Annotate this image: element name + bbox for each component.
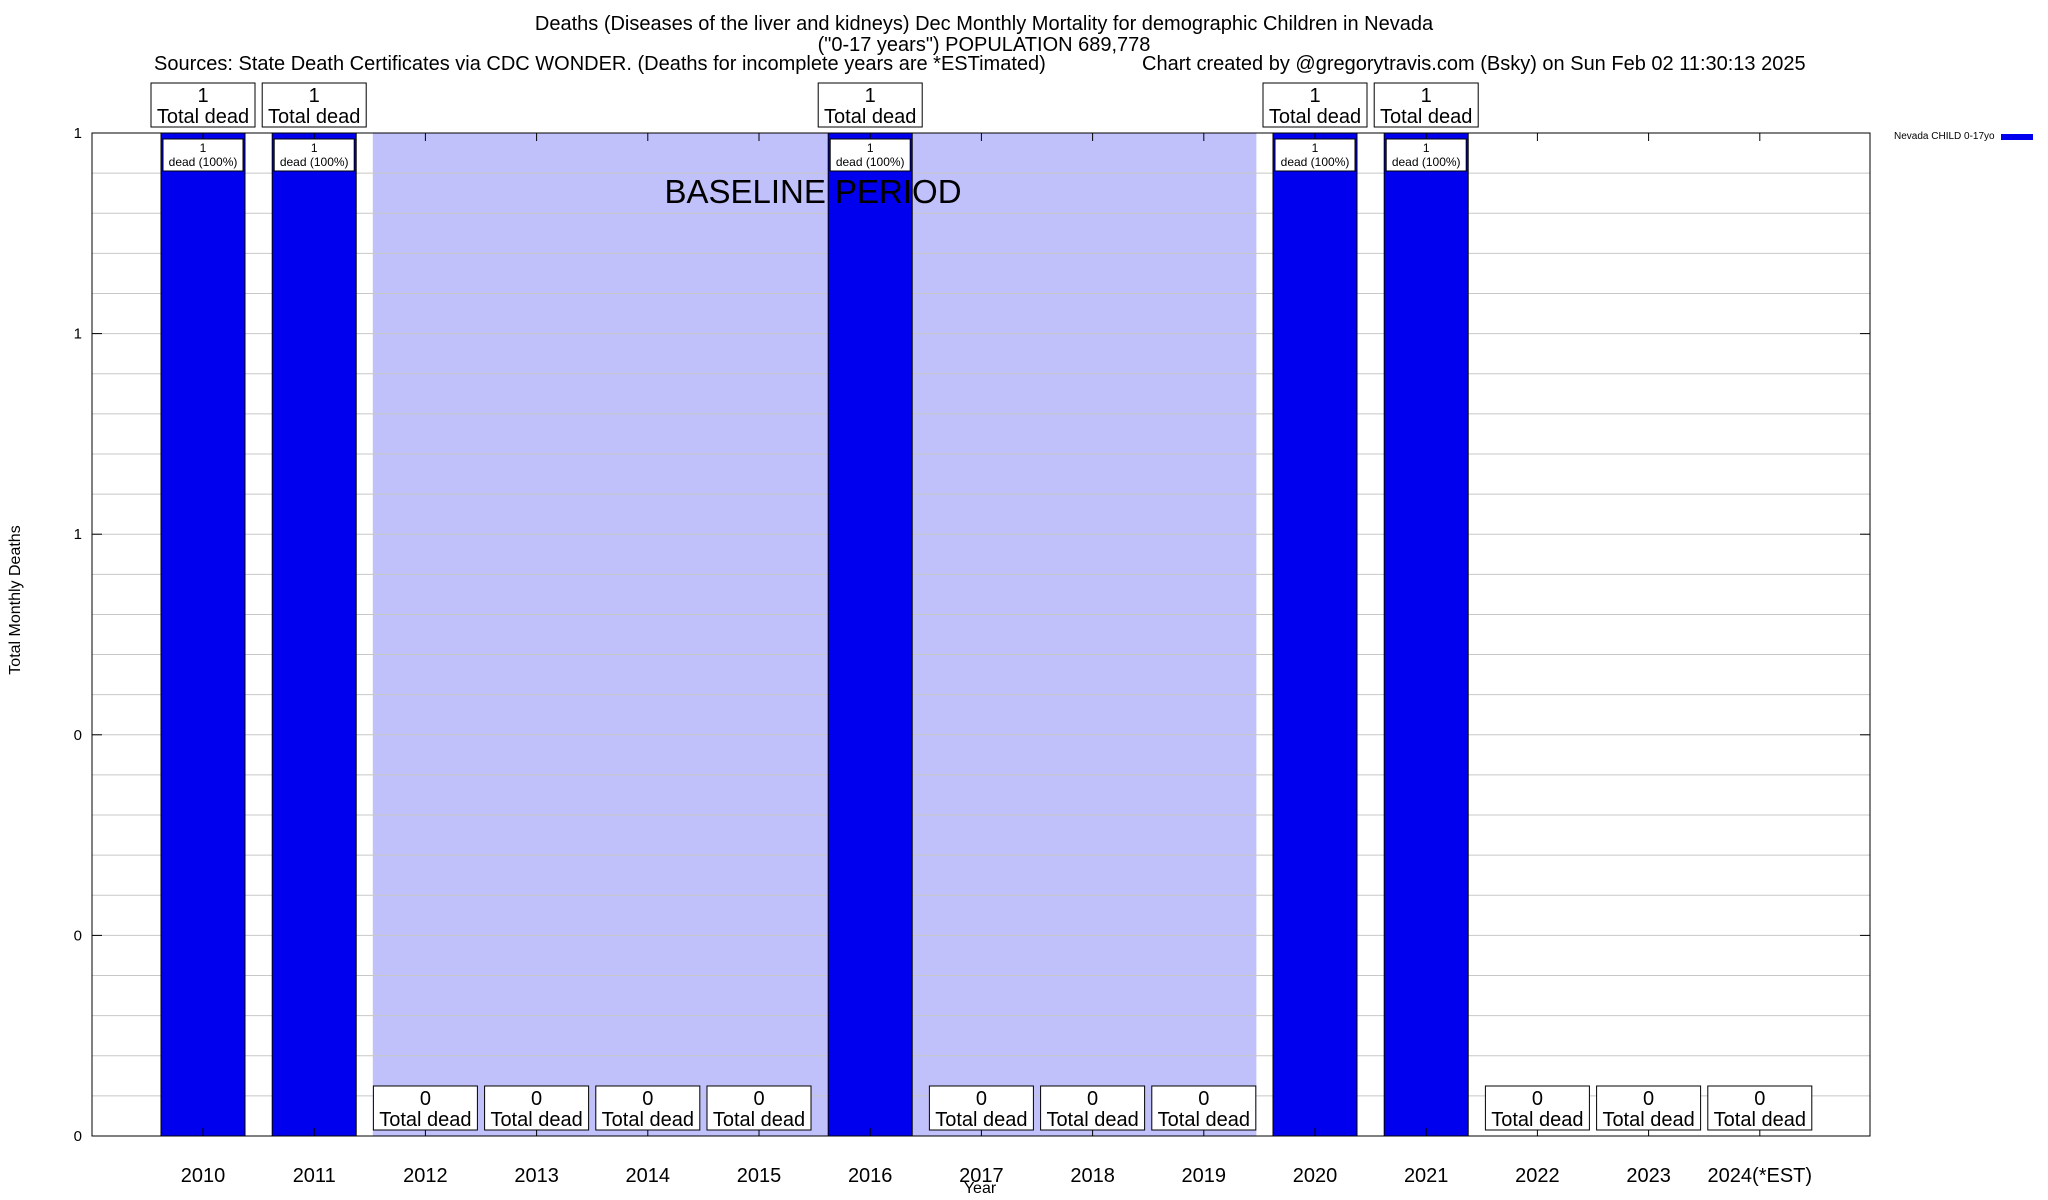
total-label-value: 0: [1087, 1088, 1098, 1110]
inner-label-value: 1: [867, 141, 874, 155]
x-tick-label: 2019: [1182, 1165, 1227, 1187]
total-label-box: [1596, 1085, 1702, 1131]
y-tick-label: 0: [74, 727, 82, 744]
total-label-text: Total dead: [935, 1109, 1027, 1131]
total-label-value: 0: [420, 1088, 431, 1110]
y-tick-label: 0: [74, 927, 82, 944]
total-label-text: Total dead: [490, 1109, 582, 1131]
inner-label-text: dead (100%): [169, 155, 238, 169]
chart-title-line1: Deaths (Diseases of the liver and kidney…: [534, 13, 1434, 35]
x-tick-label: 2016: [848, 1165, 893, 1187]
total-label-box: [372, 1085, 478, 1131]
total-label-box: [928, 1085, 1034, 1131]
total-label-text: Total dead: [1714, 1109, 1806, 1131]
y-tick-label: 0: [74, 1128, 82, 1145]
bar-2020: [1272, 132, 1358, 1137]
baseline-period-label: BASELINE PERIOD: [664, 173, 961, 210]
total-label-box: [817, 82, 923, 128]
total-label-text: Total dead: [1269, 106, 1361, 128]
total-label-box: [706, 1085, 812, 1131]
total-label-value: 0: [976, 1088, 987, 1110]
inner-label-text: dead (100%): [280, 155, 349, 169]
x-tick-label: 2022: [1515, 1165, 1560, 1187]
inner-label-box: [273, 138, 355, 172]
inner-label-text: dead (100%): [836, 155, 905, 169]
total-label-value: 0: [642, 1088, 653, 1110]
total-label-box: [150, 82, 256, 128]
x-tick-label: 2012: [403, 1165, 448, 1187]
x-tick-label: 2020: [1293, 1165, 1338, 1187]
total-label-value: 1: [1421, 85, 1432, 107]
x-tick-label: 2015: [737, 1165, 782, 1187]
total-label-box: [1262, 82, 1368, 128]
x-tick-label: 2024(*EST): [1708, 1165, 1813, 1187]
legend-label: Nevada CHILD 0-17yo: [1894, 131, 1995, 142]
total-label-value: 0: [1198, 1088, 1209, 1110]
inner-label-box: [1385, 138, 1467, 172]
inner-label-value: 1: [1423, 141, 1430, 155]
inner-label-text: dead (100%): [1281, 155, 1350, 169]
x-tick-label: 2018: [1070, 1165, 1115, 1187]
total-label-value: 1: [197, 85, 208, 107]
y-axis-label: Total Monthly Deaths: [7, 525, 24, 675]
total-label-text: Total dead: [1380, 106, 1472, 128]
x-axis-label: Year: [963, 1180, 997, 1197]
x-tick-label: 2021: [1404, 1165, 1449, 1187]
total-label-value: 1: [309, 85, 320, 107]
inner-label-value: 1: [311, 141, 318, 155]
chart-title-line2: ("0-17 years") POPULATION 689,778: [817, 34, 1151, 56]
total-label-value: 0: [531, 1088, 542, 1110]
total-label-box: [595, 1085, 701, 1131]
total-label-text: Total dead: [1491, 1109, 1583, 1131]
total-label-box: [1707, 1085, 1813, 1131]
total-label-text: Total dead: [602, 1109, 694, 1131]
total-label-value: 1: [1309, 85, 1320, 107]
x-tick-label: 2017: [959, 1165, 1004, 1187]
total-label-box: [1484, 1085, 1590, 1131]
legend-swatch: [2000, 133, 2033, 140]
y-tick-label: 1: [74, 326, 82, 343]
total-label-value: 0: [1754, 1088, 1765, 1110]
total-label-value: 0: [753, 1088, 764, 1110]
total-label-text: Total dead: [1046, 1109, 1138, 1131]
total-label-text: Total dead: [713, 1109, 805, 1131]
total-label-text: Total dead: [268, 106, 360, 128]
total-label-text: Total dead: [824, 106, 916, 128]
inner-label-text: dead (100%): [1392, 155, 1461, 169]
bar-2021: [1383, 132, 1469, 1137]
total-label-box: [1151, 1085, 1257, 1131]
total-label-value: 0: [1532, 1088, 1543, 1110]
total-label-box: [484, 1085, 590, 1131]
chart-credit: Chart created by @gregorytravis.com (Bsk…: [1142, 53, 1806, 75]
total-label-box: [1040, 1085, 1146, 1131]
y-tick-label: 1: [74, 526, 82, 543]
total-label-text: Total dead: [157, 106, 249, 128]
total-label-box: [261, 82, 367, 128]
inner-label-value: 1: [200, 141, 207, 155]
bar-2010: [160, 132, 246, 1137]
total-label-box: [1373, 82, 1479, 128]
total-label-text: Total dead: [379, 1109, 471, 1131]
total-label-value: 0: [1643, 1088, 1654, 1110]
y-tick-label: 1: [74, 125, 82, 142]
bar-2011: [271, 132, 357, 1137]
total-label-text: Total dead: [1158, 1109, 1250, 1131]
x-tick-label: 2014: [626, 1165, 671, 1187]
legend: Nevada CHILD 0-17yo: [1894, 131, 2033, 142]
x-tick-label: 2010: [181, 1165, 226, 1187]
inner-label-box: [162, 138, 244, 172]
x-tick-label: 2023: [1626, 1165, 1671, 1187]
inner-label-value: 1: [1312, 141, 1319, 155]
x-tick-label: 2013: [514, 1165, 559, 1187]
inner-label-box: [1274, 138, 1356, 172]
x-tick-label: 2011: [293, 1165, 336, 1187]
total-label-value: 1: [865, 85, 876, 107]
inner-label-box: [829, 138, 911, 172]
bar-2016: [827, 132, 913, 1137]
chart-sources: Sources: State Death Certificates via CD…: [154, 53, 1046, 75]
total-label-text: Total dead: [1602, 1109, 1694, 1131]
baseline-period-shade: [372, 133, 1257, 1136]
